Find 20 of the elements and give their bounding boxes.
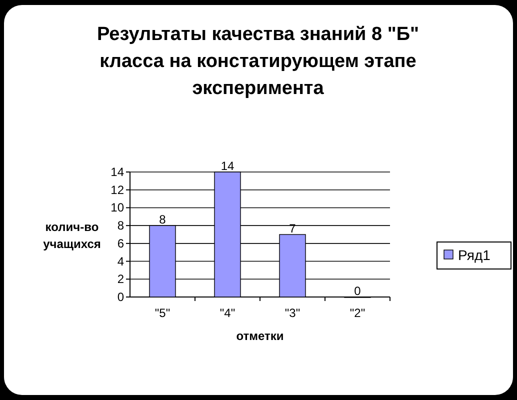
x-tick-label: "2" <box>350 306 366 320</box>
data-label: 8 <box>159 212 166 227</box>
y-axis-title: колич-во учащихся <box>43 220 101 251</box>
y-tick-label: 10 <box>110 200 124 215</box>
data-label: 14 <box>220 159 234 173</box>
data-label: 7 <box>289 222 296 236</box>
data-label: 0 <box>354 284 362 298</box>
y-tick-label: 6 <box>117 236 124 250</box>
x-axis-title: отметки <box>236 329 284 343</box>
x-tick-label: "5" <box>154 306 170 320</box>
y-tick-label: 12 <box>110 182 124 197</box>
y-tick-label: 2 <box>117 272 124 286</box>
y-tick-label: 0 <box>117 290 124 304</box>
y-tick-label: 4 <box>117 254 124 268</box>
y-tick-label: 14 <box>110 165 124 179</box>
chart-title: Результаты качества знаний 8 "Б" класса на констатирующем этапе эксперимента <box>96 24 420 99</box>
y-tick-label: 8 <box>117 218 124 233</box>
legend-label: Ряд1 <box>458 247 491 263</box>
x-tick-label: "3" <box>284 306 300 320</box>
x-tick-label: "4" <box>220 306 236 320</box>
